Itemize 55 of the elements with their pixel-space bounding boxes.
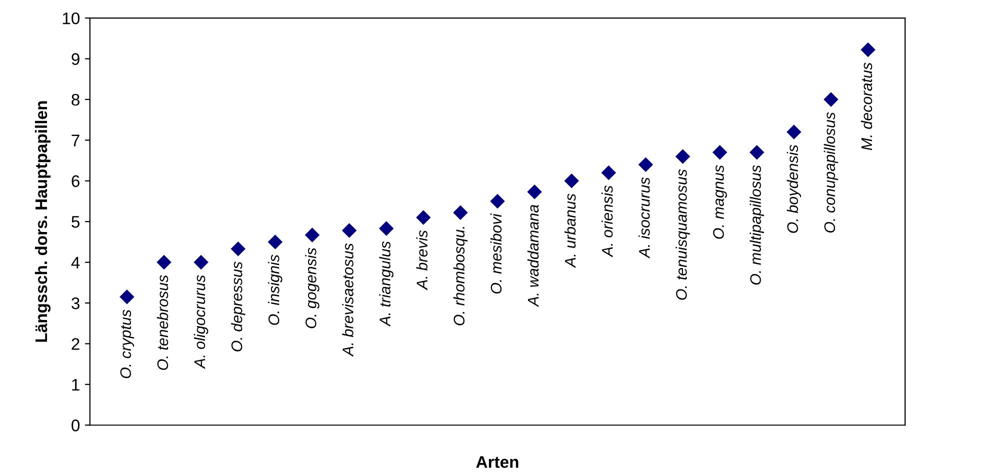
point bbox=[268, 234, 282, 250]
x-axis-title: Arten bbox=[476, 456, 518, 468]
y-tick-label: 5 bbox=[72, 216, 80, 228]
y-tick-label: 3 bbox=[72, 297, 80, 310]
y-tick-label: 4 bbox=[71, 256, 80, 268]
x-tick-label: O. depressus bbox=[231, 262, 246, 352]
point bbox=[527, 184, 542, 199]
y-tick-label: 9 bbox=[72, 53, 80, 65]
x-tick-label: O. cryptus bbox=[120, 310, 134, 378]
x-tick-label: O. tenuisquamosus bbox=[676, 169, 690, 300]
point bbox=[194, 255, 208, 270]
x-tick-label: O. boydensis bbox=[786, 144, 802, 233]
point bbox=[564, 174, 579, 188]
y-tick-label: 1 bbox=[72, 378, 80, 390]
x-tick-label: A. oligocrurus bbox=[194, 275, 208, 369]
y-tick-label: 10 bbox=[62, 12, 80, 24]
x-tick-label: A. isocrurus bbox=[638, 177, 650, 259]
point bbox=[750, 145, 764, 160]
point bbox=[231, 242, 246, 256]
x-tick-label: O. gogensis bbox=[305, 248, 320, 328]
x-tick-label: O. multipapillosus bbox=[750, 165, 764, 285]
x-tick-label: O. magnus bbox=[713, 165, 727, 239]
point bbox=[156, 255, 172, 270]
x-tick-label: A. urbanus bbox=[564, 194, 576, 268]
y-tick-label: 6 bbox=[72, 175, 80, 188]
x-tick-label: A. waddamana bbox=[527, 204, 539, 308]
x-tick-label: O. rhombosqu. bbox=[453, 226, 468, 326]
y-tick-label: 7 bbox=[72, 134, 80, 146]
point bbox=[305, 228, 320, 242]
x-tick-label: A. brevisaetosus bbox=[342, 243, 354, 357]
x-tick-label: O. mesibovi bbox=[490, 213, 502, 294]
point bbox=[342, 223, 356, 238]
x-tick-label: A. triangulus bbox=[379, 241, 394, 327]
y-tick-label: 8 bbox=[72, 94, 80, 106]
point bbox=[120, 290, 134, 304]
x-tick-label: O. conupapillosus bbox=[824, 112, 838, 233]
point bbox=[676, 149, 690, 164]
x-tick-label: A. brevis bbox=[416, 230, 428, 290]
point bbox=[416, 210, 430, 225]
point bbox=[786, 124, 802, 140]
point bbox=[712, 145, 727, 160]
x-tick-label: O. tenebrosus bbox=[156, 275, 168, 370]
x-tick-label: A. oriensis bbox=[602, 186, 613, 258]
point bbox=[824, 92, 838, 107]
point bbox=[379, 221, 394, 236]
point bbox=[490, 194, 505, 208]
point bbox=[453, 206, 468, 220]
point bbox=[602, 166, 616, 180]
y-tick-label: 2 bbox=[72, 338, 80, 350]
y-tick-label: 0 bbox=[72, 420, 80, 432]
x-tick-label: M. decoratus bbox=[860, 62, 872, 150]
x-tick-label: O. insignis bbox=[268, 254, 282, 325]
point bbox=[860, 42, 876, 57]
y-axis-title: Längssch. dors. Hauptpapillen bbox=[34, 101, 51, 342]
point bbox=[638, 158, 653, 172]
